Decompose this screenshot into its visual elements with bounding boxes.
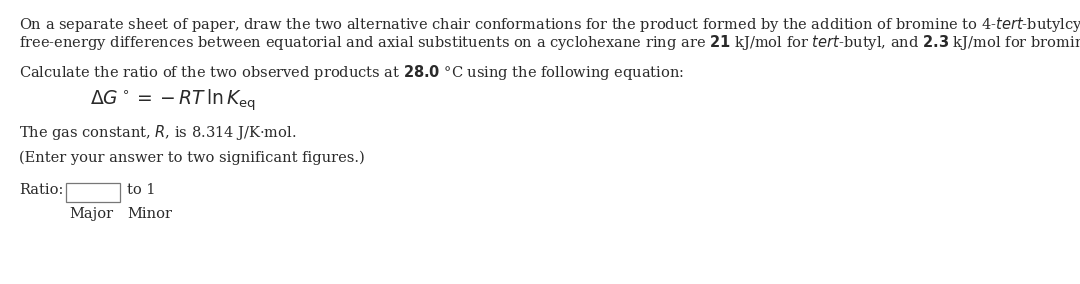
Text: free-energy differences between equatorial and axial substituents on a cyclohexa: free-energy differences between equatori… — [19, 33, 1080, 52]
Text: The gas constant, $\mathit{R}$, is 8.314 J/K·mol.: The gas constant, $\mathit{R}$, is 8.314… — [19, 123, 297, 142]
Text: Minor: Minor — [127, 207, 172, 221]
FancyBboxPatch shape — [66, 183, 120, 202]
Text: Major: Major — [69, 207, 113, 221]
Text: (Enter your answer to two significant figures.): (Enter your answer to two significant fi… — [19, 151, 365, 165]
Text: $\Delta G^\circ = -\mathit{RT}\,\mathrm{ln}\,\mathit{K}_\mathrm{eq}$: $\Delta G^\circ = -\mathit{RT}\,\mathrm{… — [90, 88, 256, 114]
Text: Calculate the ratio of the two observed products at $\mathbf{28.0}$ °C using the: Calculate the ratio of the two observed … — [19, 63, 685, 82]
Text: On a separate sheet of paper, draw the two alternative chair conformations for t: On a separate sheet of paper, draw the t… — [19, 15, 1080, 34]
Text: Ratio:: Ratio: — [19, 183, 64, 197]
Text: to 1: to 1 — [127, 183, 156, 197]
